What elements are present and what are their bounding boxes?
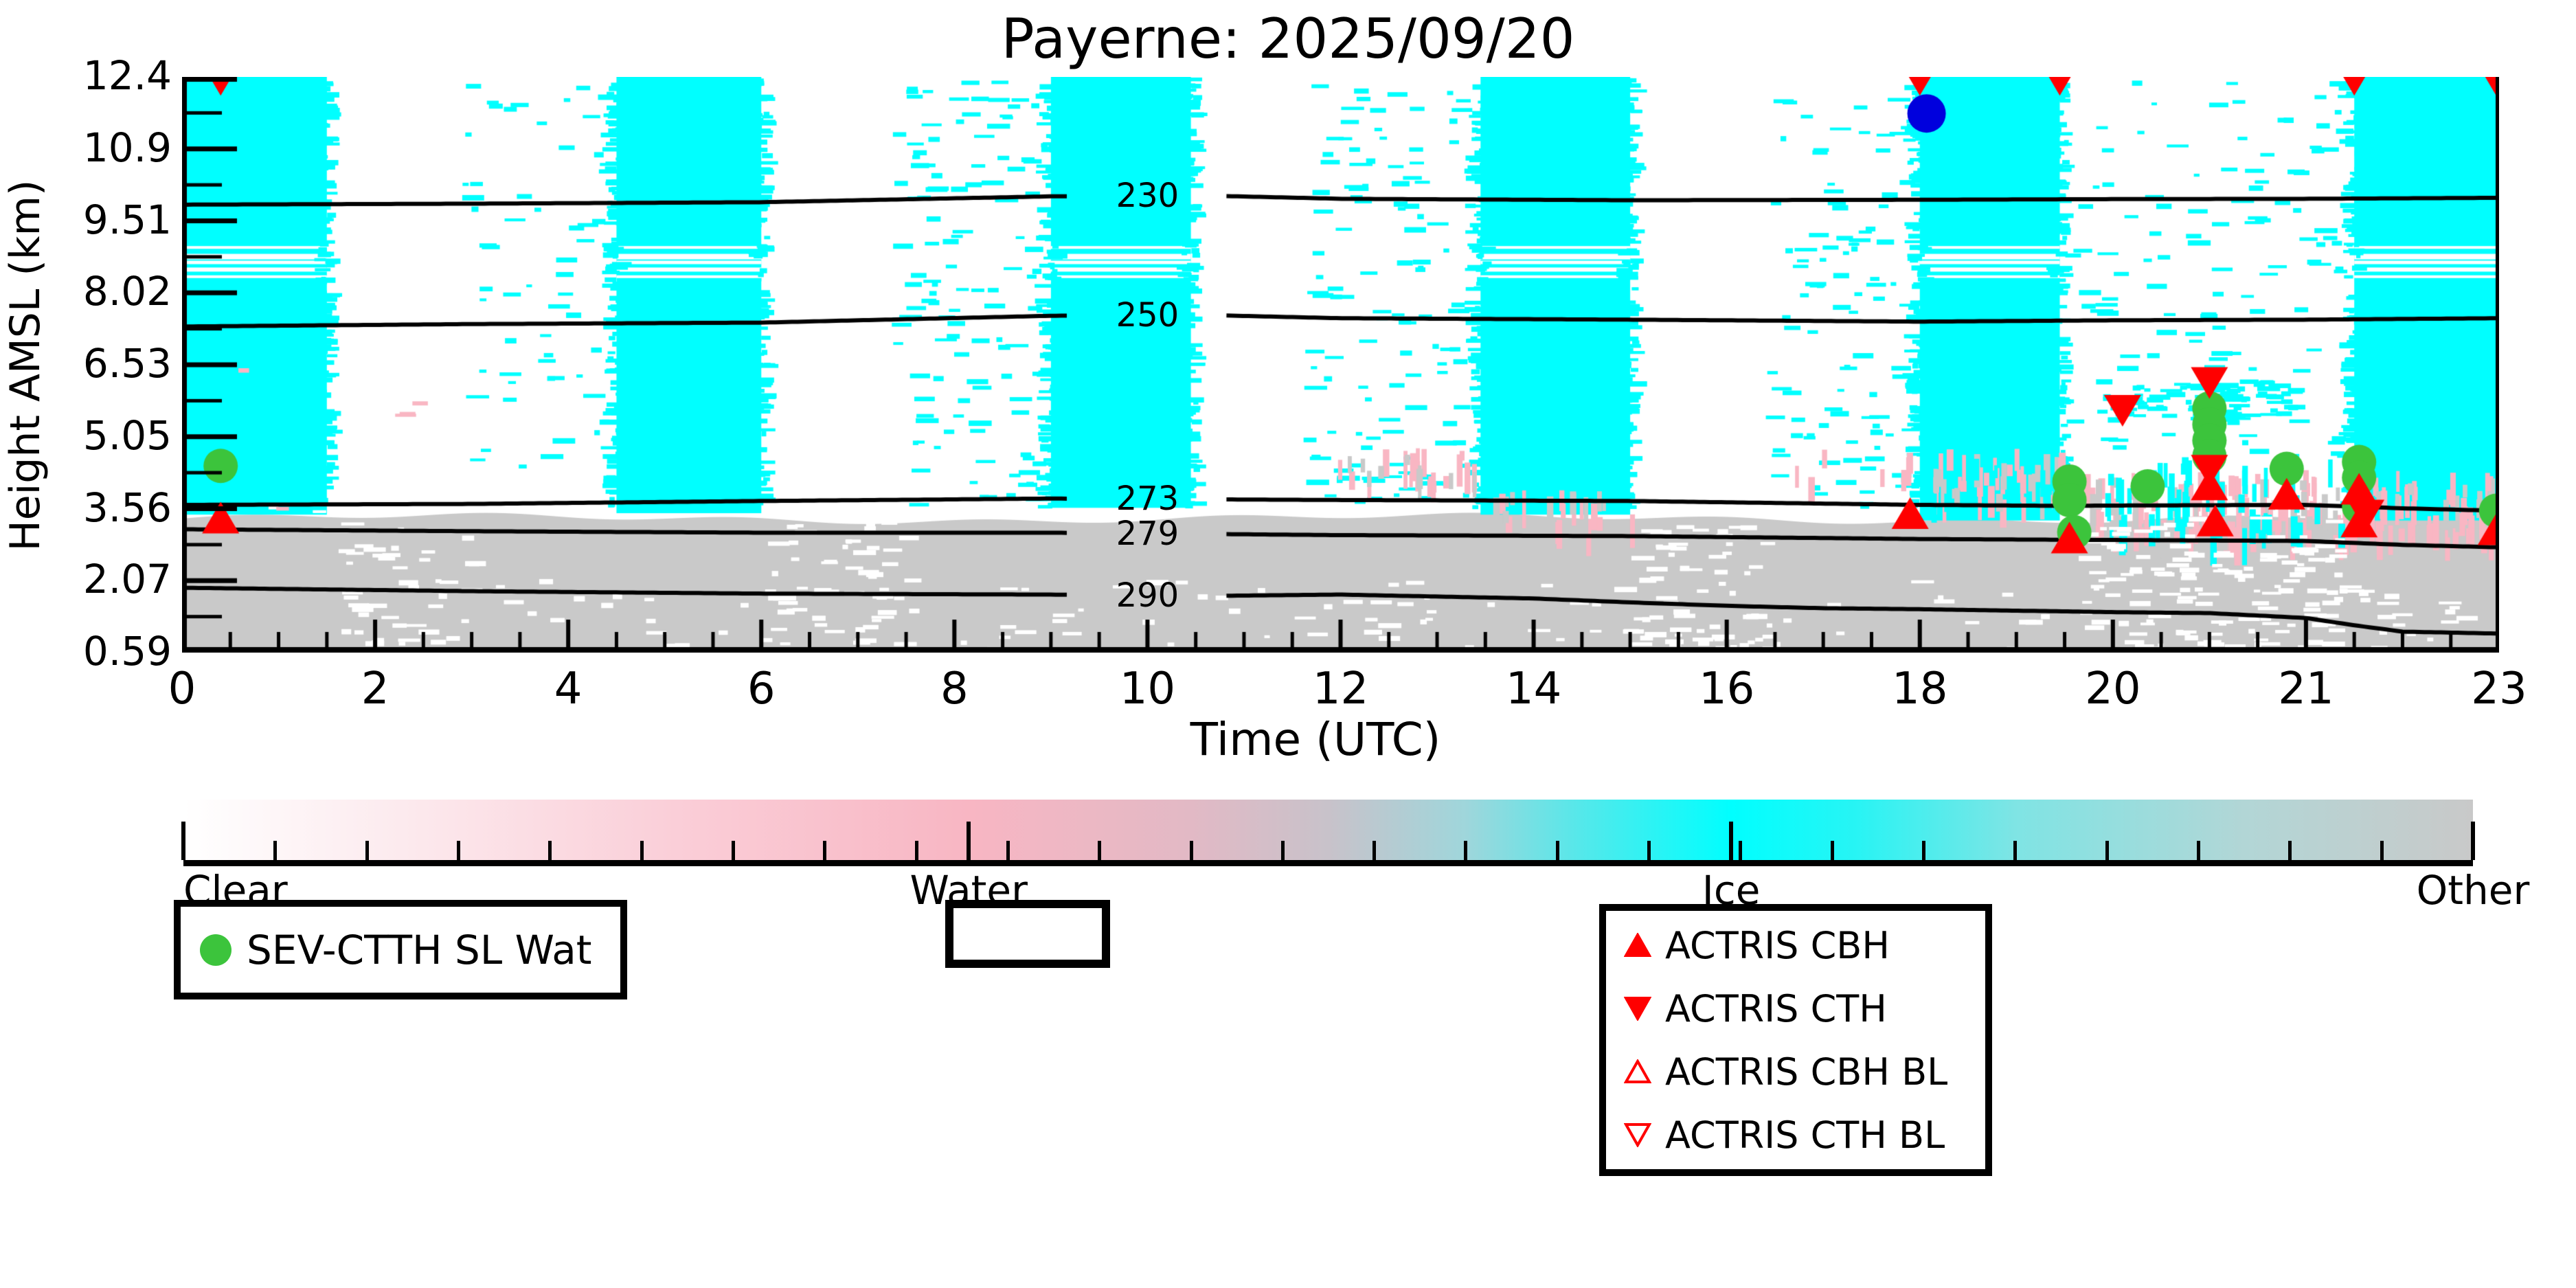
colorbar-tick	[2288, 841, 2292, 860]
colorbar-tick	[456, 841, 460, 860]
triangle-down-icon	[1624, 1123, 1651, 1147]
colorbar[interactable]	[181, 800, 2475, 866]
colorbar-tick	[731, 841, 735, 860]
x-axis-title: Time (UTC)	[1190, 713, 1441, 766]
x-tick-label: 2	[361, 664, 389, 714]
colorbar-tick	[1739, 841, 1743, 860]
x-tick-label: 8	[940, 664, 969, 714]
x-tick-label: 20	[2085, 664, 2141, 714]
colorbar-tick	[2105, 841, 2109, 860]
colorbar-tick	[1555, 841, 1559, 860]
colorbar-tick	[2013, 841, 2018, 860]
colorbar-tick	[1280, 841, 1285, 860]
x-tick-label: 6	[747, 664, 776, 714]
x-tick-label: 14	[1505, 664, 1562, 714]
y-tick-label: 5.05	[82, 411, 172, 459]
page-title: Payerne: 2025/09/20	[1001, 7, 1575, 71]
y-tick-label: 8.02	[82, 268, 172, 315]
colorbar-label-clear: Clear	[183, 867, 288, 914]
colorbar-tick-major	[1729, 822, 1734, 860]
legend-empty-box	[945, 900, 1110, 968]
contour-label: 290	[1116, 576, 1179, 615]
y-tick-label: 10.9	[82, 124, 172, 171]
legend-sev-ctth: SEV-CTTH SL Wat	[174, 900, 627, 999]
green-dot-icon	[200, 934, 231, 966]
colorbar-tick	[1372, 841, 1377, 860]
y-tick-label: 2.07	[82, 556, 172, 603]
contour-label: 250	[1116, 295, 1179, 335]
legend-actris-item: ACTRIS CTH BL	[1606, 1103, 1985, 1166]
triangle-up-icon	[1624, 1059, 1651, 1083]
x-tick-label: 23	[2471, 664, 2527, 714]
legend-actris-label: ACTRIS CBH	[1665, 923, 1890, 967]
legend-actris-label: ACTRIS CTH	[1665, 986, 1887, 1030]
colorbar-tick	[2197, 841, 2201, 860]
contour-label: 273	[1116, 479, 1179, 519]
y-tick-label: 9.51	[82, 196, 172, 243]
colorbar-tick	[365, 841, 369, 860]
triangle-up-icon	[1624, 933, 1651, 957]
colorbar-tick	[640, 841, 644, 860]
y-tick-label: 12.4	[82, 52, 172, 99]
colorbar-tick-major	[181, 822, 185, 860]
x-tick-label: 16	[1698, 664, 1755, 714]
x-tick-label: 21	[2278, 664, 2334, 714]
y-tick-label: 6.53	[82, 340, 172, 387]
legend-actris-item: ACTRIS CTH	[1606, 977, 1985, 1040]
contour-label: 230	[1116, 176, 1179, 215]
colorbar-tick	[273, 841, 278, 860]
legend-actris-label: ACTRIS CTH BL	[1665, 1113, 1945, 1157]
y-tick-label: 0.59	[82, 628, 172, 675]
colorbar-tick-major	[2471, 822, 2475, 860]
y-tick-label: 3.56	[82, 484, 172, 531]
x-tick-label: 10	[1119, 664, 1176, 714]
colorbar-tick	[1922, 841, 1926, 860]
legend-sev-label: SEV-CTTH SL Wat	[247, 926, 592, 973]
x-tick-label: 12	[1312, 664, 1369, 714]
legend-actris-item: ACTRIS CBH BL	[1606, 1040, 1985, 1103]
colorbar-label-water: Water	[909, 867, 1028, 914]
colorbar-tick	[823, 841, 827, 860]
colorbar-tick	[1006, 841, 1010, 860]
triangle-down-icon	[1624, 997, 1651, 1021]
x-tick-label: 18	[1892, 664, 1948, 714]
colorbar-tick	[548, 841, 552, 860]
colorbar-tick	[914, 841, 918, 860]
legend-actris-label: ACTRIS CBH BL	[1665, 1050, 1948, 1094]
colorbar-label-ice: Ice	[1702, 867, 1761, 914]
colorbar-tick	[1098, 841, 1102, 860]
colorbar-tick	[1464, 841, 1468, 860]
colorbar-tick-major	[967, 822, 971, 860]
colorbar-tick	[1189, 841, 1193, 860]
colorbar-tick	[1647, 841, 1651, 860]
contour-label: 279	[1116, 514, 1179, 553]
legend-actris: ACTRIS CBH ACTRIS CTH ACTRIS CBH BL ACTRIS …	[1599, 904, 1992, 1176]
x-tick-label: 0	[168, 664, 196, 714]
colorbar-label-other: Other	[2416, 867, 2530, 914]
legend-actris-item: ACTRIS CBH	[1606, 914, 1985, 977]
x-tick-label: 4	[554, 664, 583, 714]
plot-area[interactable]	[182, 77, 2499, 653]
colorbar-tick	[2380, 841, 2384, 860]
colorbar-tick	[1830, 841, 1834, 860]
